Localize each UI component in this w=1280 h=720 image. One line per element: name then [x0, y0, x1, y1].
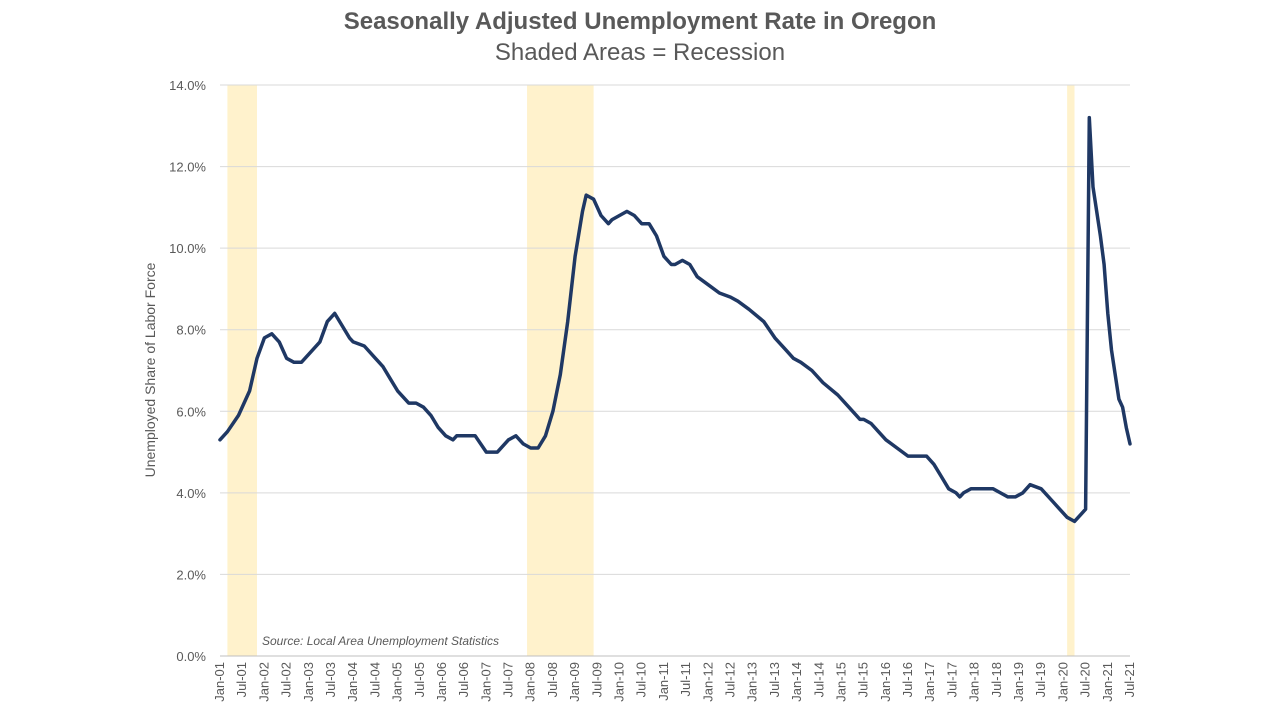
- x-tick-label: Jul-02: [279, 662, 294, 697]
- x-tick-label: Jul-18: [989, 662, 1004, 697]
- x-tick-label: Jul-14: [811, 662, 826, 697]
- x-tick-label: Jan-11: [656, 662, 671, 701]
- x-tick-label: Jan-12: [700, 662, 715, 702]
- recession-band: [1067, 85, 1075, 656]
- x-tick-label: Jul-11: [678, 662, 693, 696]
- y-tick-label: 10.0%: [169, 241, 206, 256]
- x-tick-label: Jul-13: [767, 662, 782, 697]
- x-tick-label: Jan-20: [1055, 662, 1070, 702]
- series-line: [218, 115, 1132, 524]
- x-tick-label: Jan-19: [1011, 662, 1026, 702]
- x-tick-label: Jan-14: [789, 662, 804, 702]
- x-tick-label: Jul-01: [234, 662, 249, 697]
- x-tick-label: Jul-09: [589, 662, 604, 697]
- x-tick-label: Jul-06: [456, 662, 471, 697]
- x-tick-label: Jan-15: [833, 662, 848, 702]
- x-tick-label: Jul-12: [722, 662, 737, 697]
- x-tick-label: Jan-06: [434, 662, 449, 702]
- y-tick-label: 12.0%: [169, 160, 206, 175]
- x-tick-label: Jul-20: [1078, 662, 1093, 697]
- x-tick-label: Jan-13: [745, 662, 760, 702]
- x-tick-label: Jul-05: [412, 662, 427, 697]
- x-tick-label: Jul-10: [634, 662, 649, 697]
- x-tick-label: Jan-03: [301, 662, 316, 702]
- y-axis-ticks: 0.0% 2.0% 4.0% 6.0% 8.0% 10.0% 12.0% 14.0%: [169, 78, 206, 664]
- x-tick-label: Jan-17: [922, 662, 937, 702]
- x-tick-label: Jul-19: [1033, 662, 1048, 697]
- chart-title: Seasonally Adjusted Unemployment Rate in…: [343, 8, 937, 35]
- x-tick-label: Jul-17: [944, 662, 959, 697]
- x-tick-label: Jul-21: [1122, 662, 1137, 697]
- gridlines: [220, 84, 1130, 657]
- x-tick-label: Jan-09: [567, 662, 582, 702]
- x-tick-label: Jan-05: [390, 662, 405, 702]
- y-tick-label: 2.0%: [176, 567, 206, 582]
- x-tick-label: Jan-21: [1100, 662, 1115, 702]
- x-tick-label: Jan-04: [345, 662, 360, 702]
- y-tick-label: 14.0%: [169, 78, 206, 93]
- y-tick-label: 8.0%: [176, 323, 206, 338]
- x-tick-label: Jan-18: [967, 662, 982, 702]
- x-tick-label: Jul-04: [367, 662, 382, 697]
- x-tick-label: Jul-15: [856, 662, 871, 697]
- recession-band: [227, 85, 257, 656]
- x-tick-label: Jan-02: [256, 662, 271, 702]
- recession-bands: [227, 85, 1075, 656]
- x-tick-label: Jan-01: [212, 662, 227, 702]
- x-tick-label: Jan-10: [612, 662, 627, 702]
- series-group: [218, 115, 1132, 524]
- x-tick-label: Jul-08: [545, 662, 560, 697]
- x-tick-label: Jul-07: [501, 662, 516, 697]
- chart-subtitle: Shaded Areas = Recession: [494, 39, 786, 66]
- y-tick-label: 6.0%: [176, 404, 206, 419]
- x-tick-label: Jan-07: [478, 662, 493, 702]
- y-tick-label: 4.0%: [176, 486, 206, 501]
- y-tick-label: 0.0%: [176, 649, 206, 664]
- x-tick-label: Jan-08: [523, 662, 538, 702]
- x-tick-label: Jan-16: [878, 662, 893, 702]
- x-tick-label: Jul-16: [900, 662, 915, 697]
- source-note: Source: Local Area Unemployment Statisti…: [262, 634, 499, 648]
- x-axis-ticks: Jan-01 Jul-01 Jan-02 Jul-02 Jan-03 Jul-03 Jan-…: [212, 662, 1137, 702]
- x-tick-label: Jul-03: [323, 662, 338, 697]
